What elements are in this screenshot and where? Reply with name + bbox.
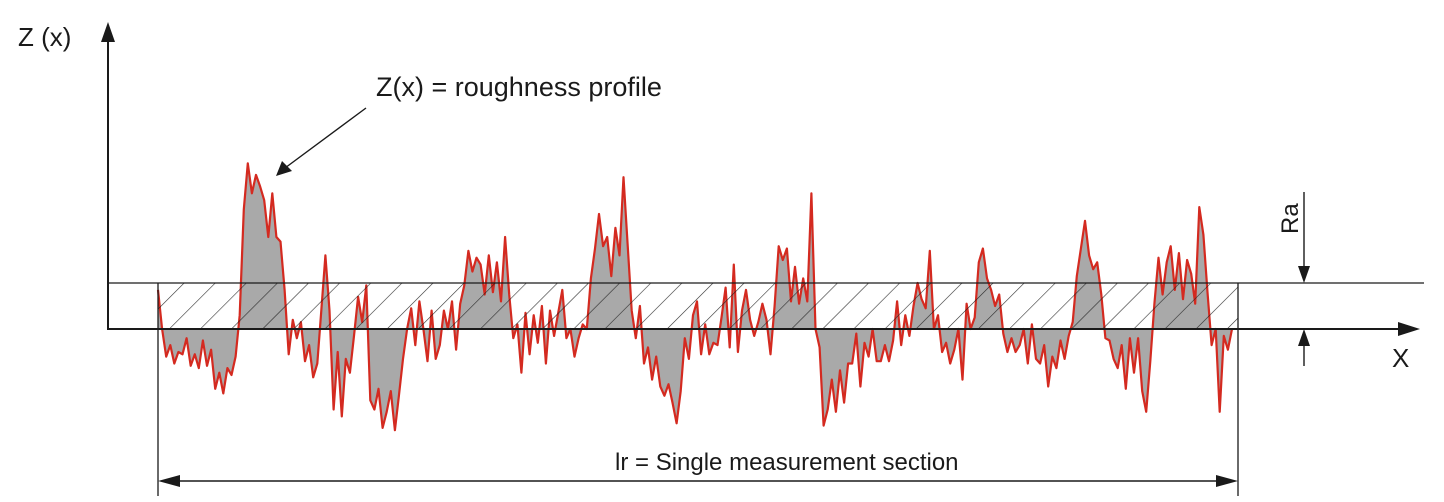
lr-arrow-left	[158, 475, 180, 487]
lr-symbol: lr	[615, 449, 628, 476]
lr-equals: =	[635, 449, 649, 476]
callout-leader-line	[284, 107, 367, 169]
lr-arrow-right	[1216, 475, 1238, 487]
z-axis-label: Z (x)	[18, 22, 71, 52]
ra-band-hatch	[158, 283, 1238, 329]
x-axis-arrowhead	[1398, 322, 1420, 336]
callout-arrowhead	[276, 161, 292, 176]
lr-label: lr = Single measurement section	[615, 449, 959, 476]
z-axis-arrowhead	[101, 22, 115, 42]
ra-label: Ra	[1277, 203, 1304, 234]
lr-description: Single measurement section	[656, 449, 959, 476]
profile-callout-label: Z(x) = roughness profile	[376, 72, 662, 102]
ra-dim-arrow-down	[1298, 266, 1310, 283]
ra-dim-arrow-up	[1298, 329, 1310, 346]
x-axis-label: X	[1392, 343, 1409, 373]
